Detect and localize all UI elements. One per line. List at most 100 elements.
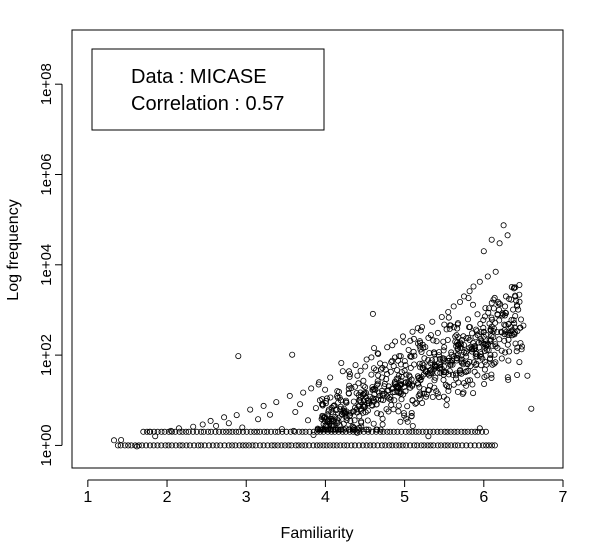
data-point [355,380,362,387]
data-point [469,381,476,388]
data-point [460,389,467,396]
data-point [374,410,381,417]
data-point [502,303,509,310]
data-point [233,412,240,419]
data-point [354,429,361,436]
data-point [281,442,288,449]
data-point [212,428,219,435]
data-point [471,442,478,449]
data-point [414,373,421,380]
data-point [304,417,311,424]
data-point [488,371,495,378]
data-point [361,390,368,397]
data-point [441,321,448,328]
data-point [404,403,411,410]
data-point [524,372,531,379]
data-point [128,442,135,449]
data-point [283,428,290,435]
data-point [433,338,440,345]
x-tick-label: 3 [242,489,251,506]
data-point [399,333,406,340]
data-point [348,442,355,449]
data-point [454,351,461,358]
x-tick-label: 7 [559,489,568,506]
data-point [407,384,414,391]
data-point [428,357,435,364]
data-point [323,395,330,402]
data-point [417,364,424,371]
data-point [367,442,374,449]
data-point [256,442,263,449]
data-point [392,442,399,449]
data-point [201,442,208,449]
data-point [485,442,492,449]
data-point [154,428,161,435]
data-point [267,428,274,435]
data-point [360,377,367,384]
data-point [412,400,419,407]
data-point [518,346,525,353]
data-point [420,390,427,397]
data-point [402,379,409,386]
data-point [374,442,381,449]
data-point [154,442,161,449]
data-point [297,401,304,408]
data-point [407,364,414,371]
data-point [387,428,394,435]
data-point [396,442,403,449]
data-point [334,416,341,423]
data-point [175,425,182,432]
data-point [279,428,286,435]
data-point [401,358,408,365]
data-point [468,345,475,352]
data-point [219,428,226,435]
data-point [417,377,424,384]
data-point [185,428,192,435]
data-point [395,408,402,415]
data-point [331,402,338,409]
data-point [470,283,477,290]
data-point [509,327,516,334]
x-tick-label: 6 [479,489,488,506]
data-point [402,428,409,435]
data-point [393,375,400,382]
data-point [488,374,495,381]
data-point [421,442,428,449]
data-point [352,362,359,369]
data-point [369,395,376,402]
data-point [374,350,381,357]
data-point [476,425,483,432]
data-point [342,397,349,404]
data-point [415,392,422,399]
data-point [384,344,391,351]
data-point [481,366,488,373]
data-point [286,392,293,399]
data-point [457,366,464,373]
data-point [468,330,475,337]
data-point [481,313,488,320]
data-point [496,336,503,343]
data-point [448,349,455,356]
data-point [491,294,498,301]
data-point [512,292,519,299]
data-point [426,367,433,374]
data-point [445,383,452,390]
x-tick-label: 4 [321,489,330,506]
data-point [295,442,302,449]
data-point [360,382,367,389]
data-point [382,442,389,449]
data-point [462,369,469,376]
legend-line-correlation: Correlation : 0.57 [131,93,284,115]
data-point [466,358,473,365]
data-point [458,428,465,435]
points-layer [111,222,535,450]
data-point [481,341,488,348]
data-point [450,381,457,388]
data-point [434,442,441,449]
data-point [337,426,344,433]
data-point [479,355,486,362]
data-point [434,428,441,435]
data-point [423,391,430,398]
data-point [514,371,521,378]
data-point [483,442,490,449]
